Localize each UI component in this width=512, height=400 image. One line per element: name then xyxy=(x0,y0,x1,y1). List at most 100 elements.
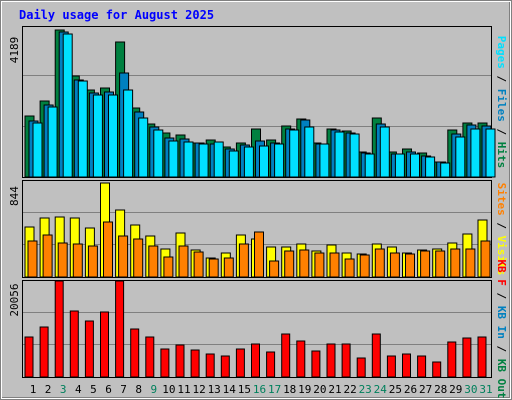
visits-sites-bar-sites-day-23 xyxy=(359,254,370,278)
x-label-day-14: 14 xyxy=(223,383,237,396)
kbytes-bar-kb-f-day-27 xyxy=(417,355,427,378)
kbytes-bar-kb-f-day-2 xyxy=(39,326,49,378)
panel-kbytes-bars xyxy=(24,280,487,378)
visits-sites-bar-sites-day-25 xyxy=(389,252,400,278)
visits-sites-bar-sites-day-8 xyxy=(133,238,144,278)
hits-files-pages-legend-part-0: Pages xyxy=(495,36,508,69)
x-label-day-8: 8 xyxy=(135,383,142,396)
hits-files-pages-legend-part-2: Files xyxy=(495,89,508,122)
hits-files-pages-bar-pages-day-18 xyxy=(289,129,300,178)
visits-sites-bar-sites-day-5 xyxy=(87,245,98,278)
x-label-day-4: 4 xyxy=(75,383,82,396)
hits-files-pages-bar-pages-day-11 xyxy=(183,141,194,178)
x-label-day-9: 9 xyxy=(150,383,157,396)
x-label-day-12: 12 xyxy=(192,383,205,396)
x-label-day-7: 7 xyxy=(120,383,127,396)
panel-hits-legend: Pages / Files / Hits xyxy=(495,36,508,169)
visits-sites-bar-sites-day-15 xyxy=(238,243,249,278)
hits-files-pages-legend-part-4: Hits xyxy=(495,142,508,169)
kbytes-bar-kb-f-day-30 xyxy=(462,337,472,378)
x-label-day-10: 10 xyxy=(162,383,175,396)
kbytes-bar-kb-f-day-6 xyxy=(100,311,109,378)
visits-sites-bar-sites-day-14 xyxy=(223,257,234,278)
visits-sites-bar-sites-day-21 xyxy=(329,252,340,278)
kbytes-bar-kb-f-day-24 xyxy=(371,333,381,378)
kbytes-bar-kb-f-day-14 xyxy=(220,355,230,378)
hits-files-pages-bar-pages-day-3 xyxy=(62,33,73,178)
x-label-day-26: 26 xyxy=(404,383,417,396)
visits-sites-bar-sites-day-4 xyxy=(72,243,83,278)
x-label-day-6: 6 xyxy=(105,383,112,396)
visits-sites-bar-sites-day-9 xyxy=(148,245,159,278)
hits-files-pages-legend-part-1: / xyxy=(495,69,508,89)
kbytes-bar-kb-f-day-28 xyxy=(432,361,442,378)
hits-files-pages-bar-pages-day-6 xyxy=(108,94,118,178)
hits-files-pages-bar-pages-day-2 xyxy=(47,106,58,178)
x-label-day-1: 1 xyxy=(30,383,37,396)
chart-title: Daily usage for August 2025 xyxy=(19,8,214,22)
visits-sites-legend-part-1: / xyxy=(495,216,508,236)
visits-sites-legend-part-2: Visits xyxy=(495,236,508,276)
x-label-day-2: 2 xyxy=(45,383,52,396)
kbytes-bar-kb-f-day-26 xyxy=(402,353,411,378)
hits-files-pages-bar-pages-day-5 xyxy=(92,94,103,178)
visits-sites-bar-sites-day-19 xyxy=(299,249,310,278)
kbytes-bar-kb-f-day-12 xyxy=(190,349,200,378)
hits-files-pages-bar-pages-day-4 xyxy=(77,80,88,178)
kbytes-bar-kb-f-day-10 xyxy=(160,348,170,378)
x-label-day-23: 23 xyxy=(359,383,372,396)
hits-files-pages-bar-pages-day-19 xyxy=(304,126,315,178)
x-label-day-11: 11 xyxy=(177,383,190,396)
x-label-day-21: 21 xyxy=(328,383,341,396)
hits-files-pages-bar-pages-day-26 xyxy=(410,153,420,178)
visits-sites-bar-sites-day-6 xyxy=(103,221,113,278)
hits-files-pages-bar-pages-day-21 xyxy=(334,131,345,178)
hits-files-pages-bar-pages-day-8 xyxy=(138,117,149,178)
visits-sites-bar-sites-day-27 xyxy=(420,250,431,278)
visits-sites-bar-sites-day-18 xyxy=(284,250,295,278)
visits-sites-bar-sites-day-26 xyxy=(405,253,415,278)
visits-sites-bar-sites-day-13 xyxy=(208,258,219,278)
kbytes-bar-kb-f-day-4 xyxy=(69,310,79,378)
visits-sites-bar-sites-day-29 xyxy=(450,248,461,278)
x-label-day-5: 5 xyxy=(90,383,97,396)
hits-files-pages-bar-pages-day-12 xyxy=(198,143,209,178)
x-axis-day-labels: 1 2 3 4 5 6 7 8 9 10 11 12 13 14 15 16 17 18 19 20 21 22 23 24 2… xyxy=(30,383,493,396)
hits-files-pages-bar-pages-day-23 xyxy=(364,153,375,178)
hits-files-pages-bar-pages-day-14 xyxy=(228,150,239,178)
visits-sites-bar-sites-day-30 xyxy=(465,248,476,278)
x-label-day-19: 19 xyxy=(298,383,311,396)
hits-files-pages-bar-pages-day-24 xyxy=(379,126,390,178)
x-label-day-16: 16 xyxy=(253,383,266,396)
kbytes-bar-kb-f-day-15 xyxy=(235,348,245,378)
visits-sites-bar-sites-day-31 xyxy=(480,240,491,278)
visits-sites-bar-sites-day-11 xyxy=(178,245,189,278)
hits-files-pages-bar-pages-day-15 xyxy=(243,146,254,178)
kbytes-bar-kb-f-day-13 xyxy=(205,353,215,378)
visits-sites-bar-sites-day-16 xyxy=(254,231,264,278)
panel-visits: 844 Sites / Visits xyxy=(8,180,508,278)
hits-files-pages-bar-pages-day-9 xyxy=(153,129,164,178)
x-label-day-20: 20 xyxy=(313,383,326,396)
hits-files-pages-bar-pages-day-10 xyxy=(168,140,179,178)
visits-sites-bar-sites-day-24 xyxy=(374,248,385,278)
visits-sites-bar-sites-day-1 xyxy=(27,240,38,278)
hits-files-pages-bar-pages-day-27 xyxy=(425,156,436,178)
kbytes-bar-kb-f-day-11 xyxy=(175,344,185,378)
kbytes-bar-kb-f-day-16 xyxy=(251,343,260,378)
x-label-day-13: 13 xyxy=(208,383,221,396)
visits-sites-bar-sites-day-20 xyxy=(314,252,325,278)
x-label-day-15: 15 xyxy=(238,383,251,396)
hits-files-pages-bar-pages-day-20 xyxy=(319,143,330,178)
kbytes-legend-part-0: KB F xyxy=(495,259,508,286)
kbytes-legend-part-3: / xyxy=(495,339,508,359)
visits-sites-bar-sites-day-7 xyxy=(118,235,129,278)
hits-files-pages-bar-pages-day-7 xyxy=(123,89,134,178)
hits-files-pages-bar-pages-day-28 xyxy=(440,162,451,178)
kbytes-bar-kb-f-day-17 xyxy=(266,351,276,378)
visits-sites-bar-sites-day-17 xyxy=(269,260,280,278)
hits-files-pages-bar-pages-day-1 xyxy=(32,122,43,178)
visits-sites-bar-sites-day-10 xyxy=(163,256,174,278)
